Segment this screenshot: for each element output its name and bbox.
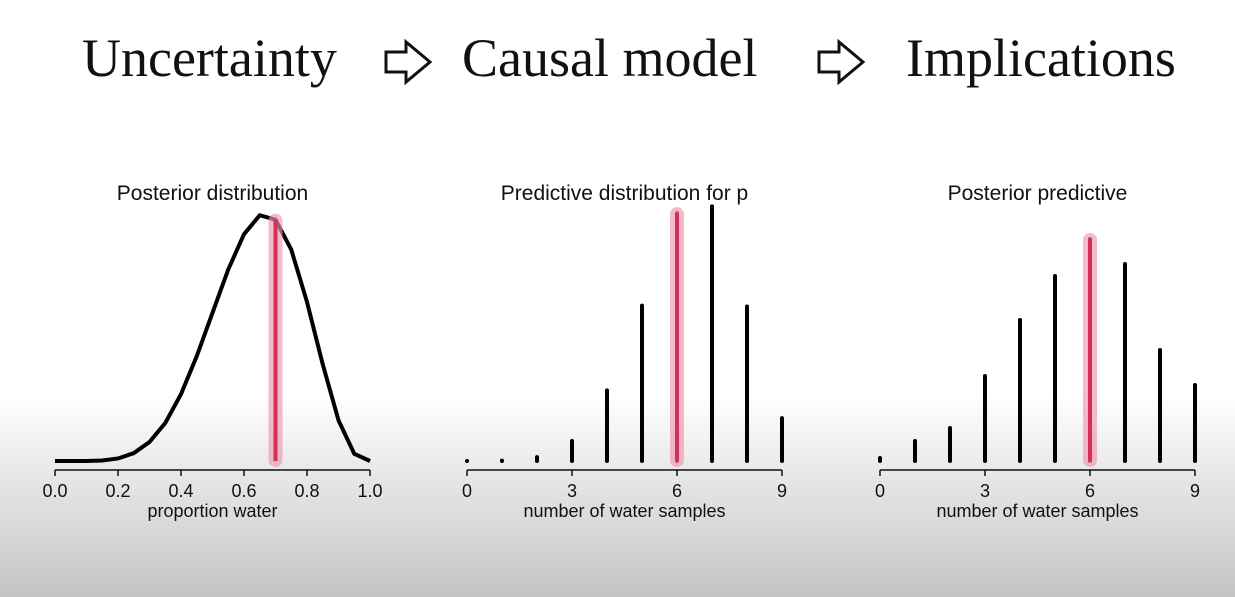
x-tick-label: 0.0 — [42, 481, 67, 501]
x-tick-label: 3 — [567, 481, 577, 501]
arrow — [384, 38, 433, 86]
x-axis-label: proportion water — [147, 501, 277, 521]
arrow — [817, 38, 866, 86]
x-tick-label: 0 — [875, 481, 885, 501]
density-curve — [55, 212, 371, 463]
x-tick-label: 6 — [1085, 481, 1095, 501]
x-tick-label: 6 — [672, 481, 682, 501]
x-axis-label: number of water samples — [936, 501, 1138, 521]
x-tick-label: 9 — [1190, 481, 1200, 501]
x-tick-label: 0.2 — [105, 481, 130, 501]
x-tick-label: 1.0 — [357, 481, 382, 501]
step-label: Causal model — [462, 28, 757, 88]
x-tick-label: 0.6 — [231, 481, 256, 501]
chart-title: Posterior predictive — [948, 182, 1128, 205]
x-tick-label: 3 — [980, 481, 990, 501]
step-label: Uncertainty — [82, 28, 337, 88]
x-axis-label: number of water samples — [523, 501, 725, 521]
x-tick-label: 0.4 — [168, 481, 193, 501]
step-label: Implications — [906, 28, 1176, 88]
chart-title: Predictive distribution for p — [501, 182, 748, 205]
chart-title: Posterior distribution — [117, 182, 308, 205]
x-tick-label: 0.8 — [294, 481, 319, 501]
x-tick-label: 0 — [462, 481, 472, 501]
x-tick-label: 9 — [777, 481, 787, 501]
